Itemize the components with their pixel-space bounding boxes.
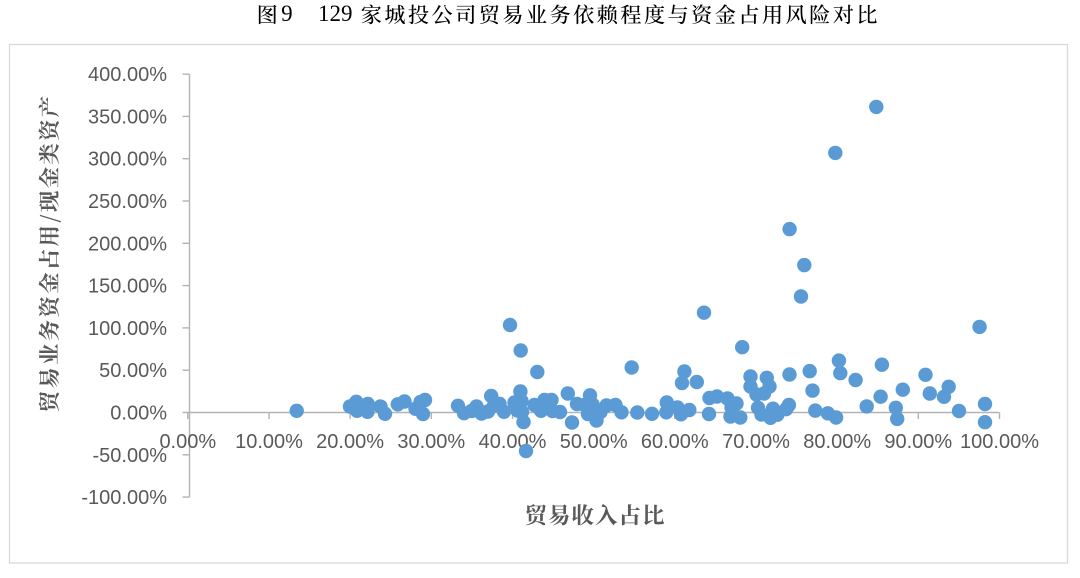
svg-text:129: 129 — [318, 1, 353, 26]
svg-text:350.00%: 350.00% — [88, 106, 167, 128]
svg-text:100.00%: 100.00% — [960, 431, 1039, 453]
svg-text:0.00%: 0.00% — [159, 431, 216, 453]
svg-text:0.00%: 0.00% — [110, 403, 167, 425]
svg-text:50.00%: 50.00% — [560, 431, 628, 453]
svg-text:20.00%: 20.00% — [316, 431, 384, 453]
svg-text:200.00%: 200.00% — [88, 233, 167, 255]
svg-text:250.00%: 250.00% — [88, 191, 167, 213]
svg-text:150.00%: 150.00% — [88, 276, 167, 298]
svg-text:9: 9 — [281, 1, 293, 26]
svg-text:40.00%: 40.00% — [479, 431, 547, 453]
svg-text:10.00%: 10.00% — [235, 431, 303, 453]
svg-text:70.00%: 70.00% — [722, 431, 790, 453]
svg-text:90.00%: 90.00% — [884, 431, 952, 453]
svg-text:50.00%: 50.00% — [99, 360, 167, 382]
svg-text:300.00%: 300.00% — [88, 149, 167, 171]
svg-text:30.00%: 30.00% — [397, 431, 465, 453]
svg-text:60.00%: 60.00% — [641, 431, 709, 453]
svg-text:400.00%: 400.00% — [88, 64, 167, 86]
svg-text:80.00%: 80.00% — [803, 431, 871, 453]
svg-text:-50.00%: -50.00% — [93, 445, 168, 467]
svg-text:100.00%: 100.00% — [88, 318, 167, 340]
svg-text:-100.00%: -100.00% — [81, 487, 167, 509]
